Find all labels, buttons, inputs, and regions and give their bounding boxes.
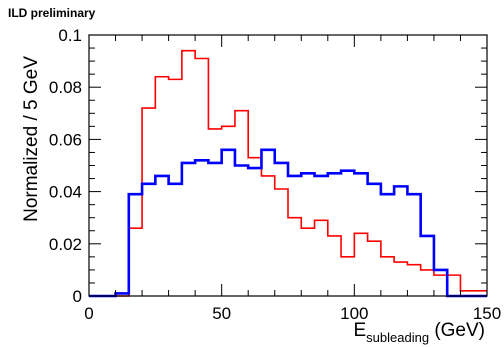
x-tick-label: 0 — [84, 304, 93, 323]
ticks-layer: 0 50 100 150 0 0.02 0.04 0.06 0.08 0.1 — [49, 26, 501, 323]
y-tick-label: 0.04 — [49, 183, 82, 202]
x-axis-title: Esubleading (GeV) — [353, 320, 485, 345]
x-axis-title-sub: subleading — [366, 330, 429, 345]
series-layer — [89, 49, 487, 298]
histogram-series-2 — [89, 148, 487, 298]
y-tick-label: 0 — [73, 287, 82, 306]
y-tick-label: 0.06 — [49, 130, 82, 149]
x-axis-title-main: E — [353, 320, 366, 341]
x-tick-label: 150 — [473, 304, 501, 323]
y-tick-label: 0.02 — [49, 235, 82, 254]
y-tick-label: 0.1 — [58, 26, 82, 45]
header-label: ILD preliminary — [8, 6, 96, 20]
y-axis-title: Normalized / 5 GeV — [21, 56, 42, 222]
x-tick-label: 50 — [212, 304, 231, 323]
y-tick-label: 0.08 — [49, 78, 82, 97]
histogram-series-1 — [89, 49, 487, 297]
x-axis-title-unit: (GeV) — [429, 320, 485, 341]
x-tick-label: 100 — [340, 304, 368, 323]
